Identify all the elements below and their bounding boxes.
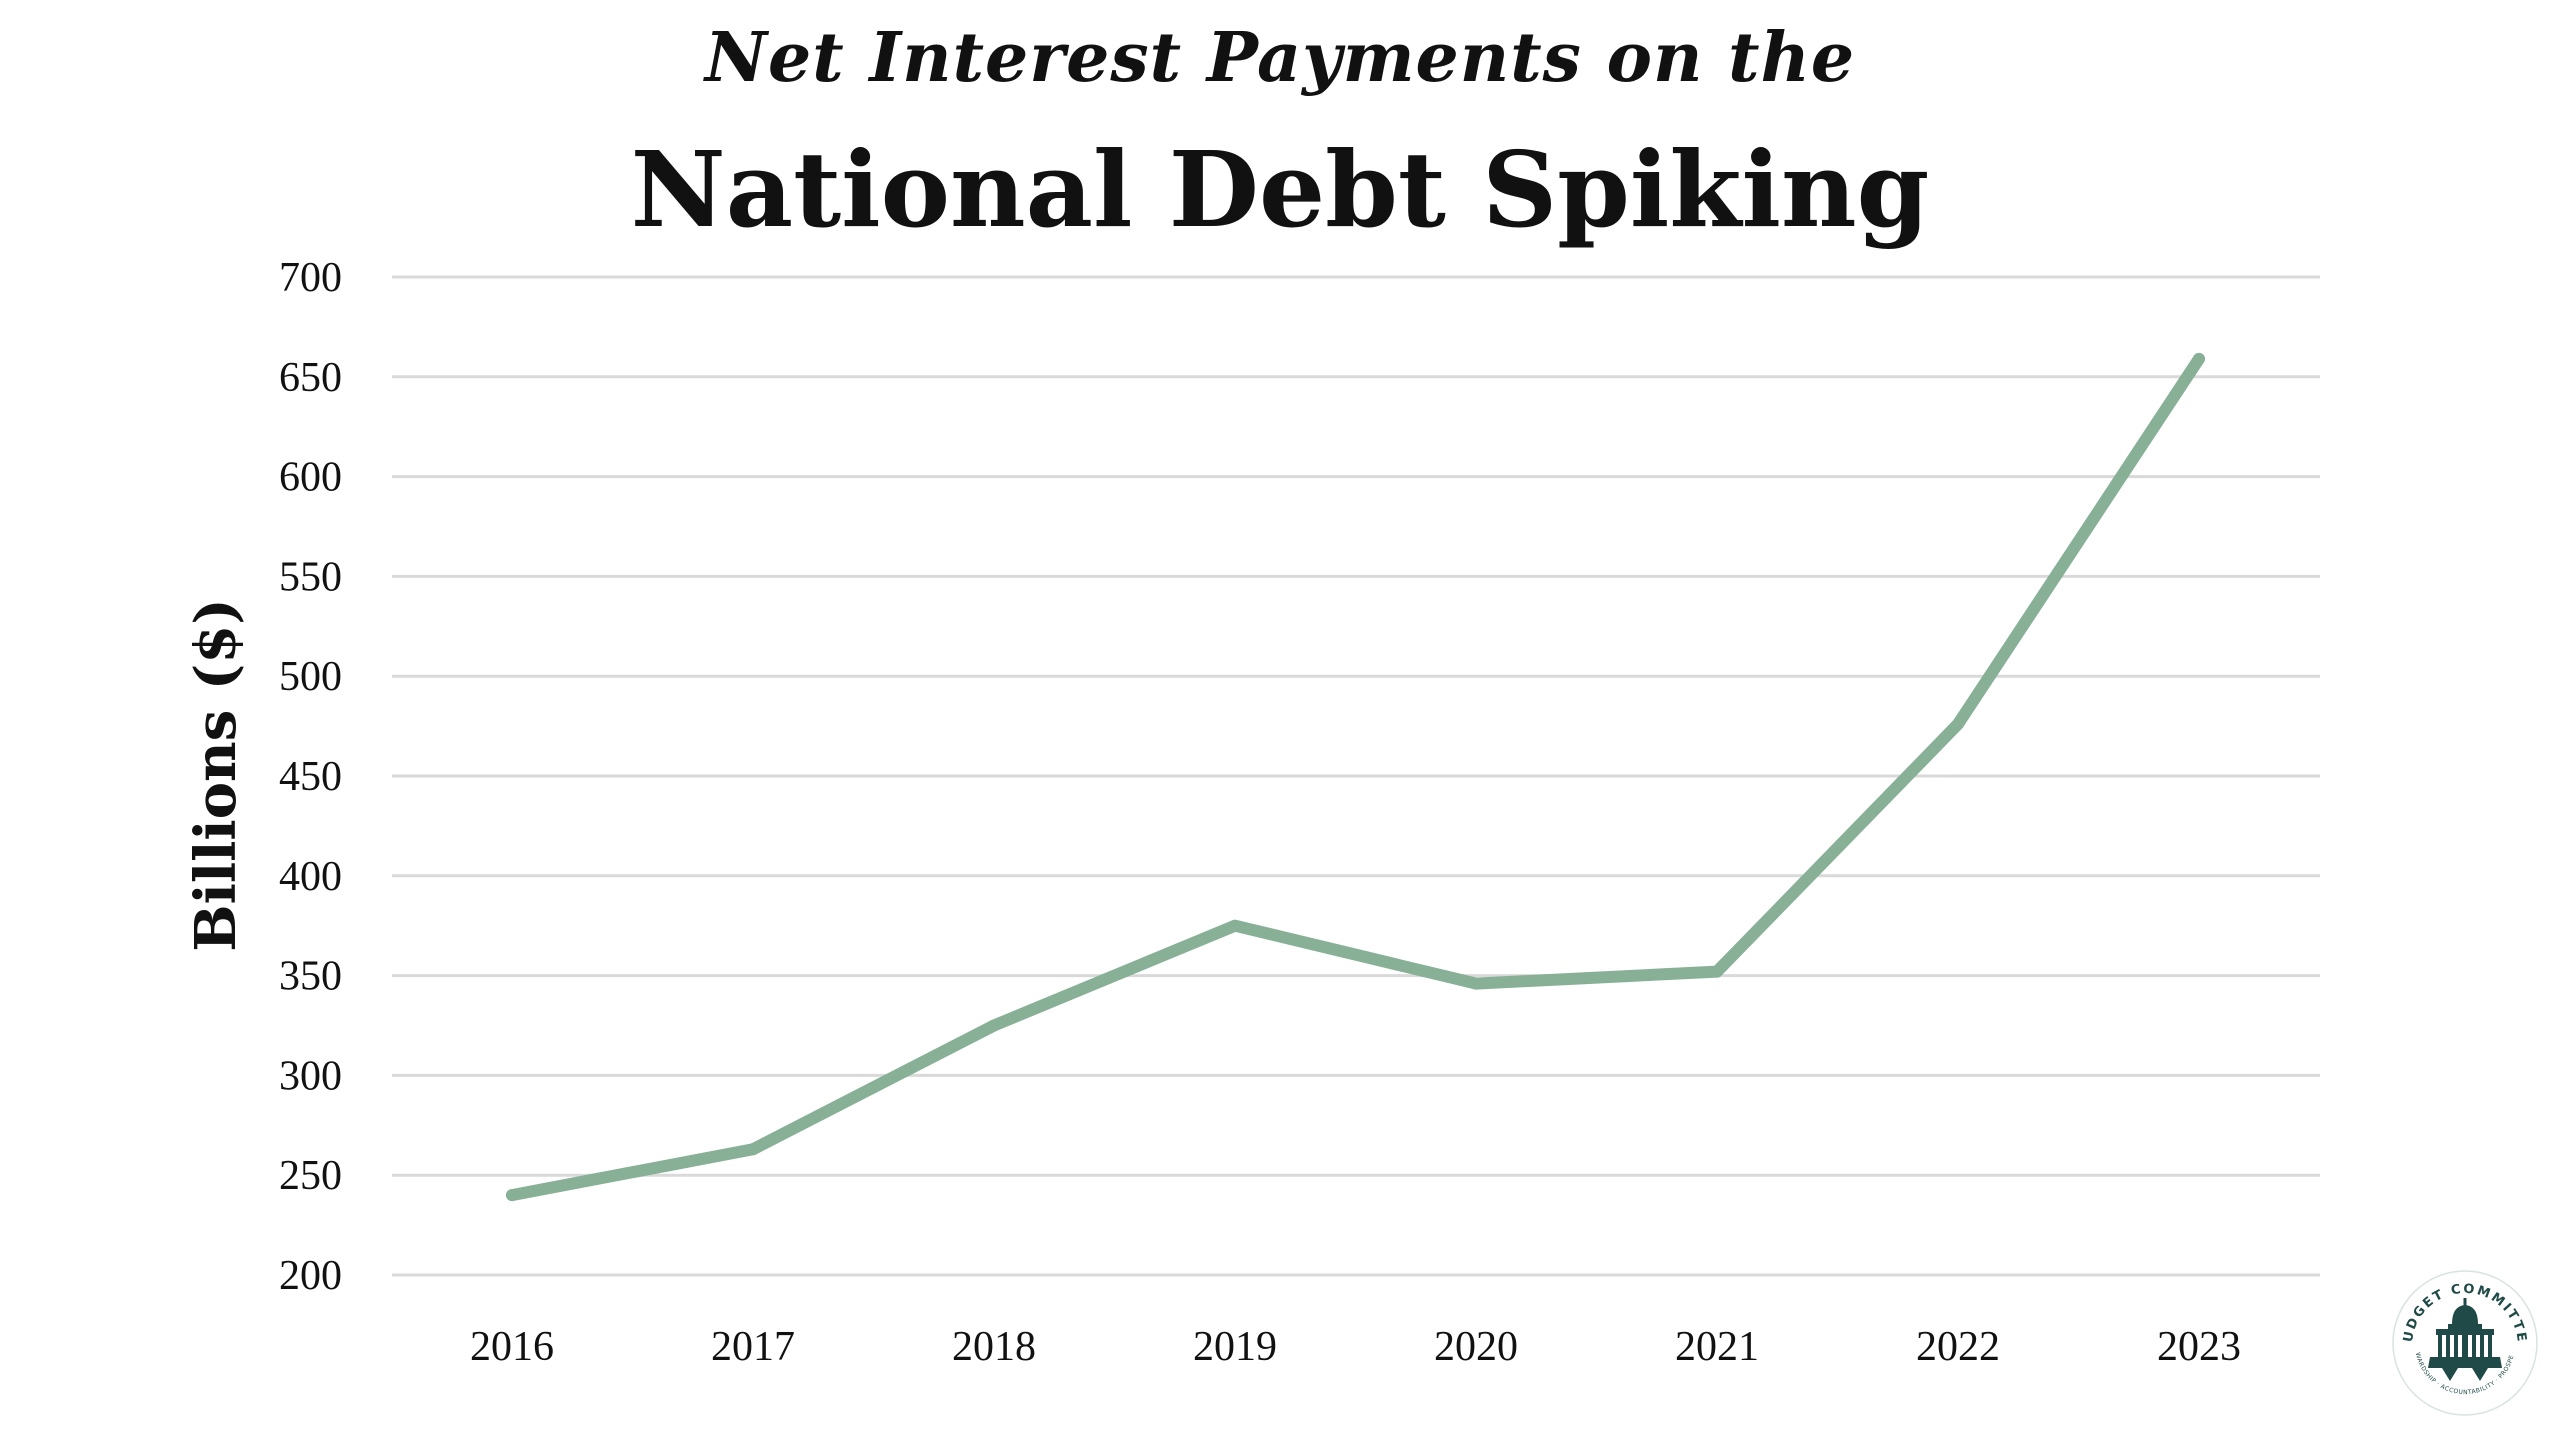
- x-tick-label: 2016: [470, 1324, 554, 1370]
- x-tick-label: 2019: [1193, 1324, 1277, 1370]
- x-tick-label: 2023: [2157, 1324, 2241, 1370]
- x-tick-label: 2017: [711, 1324, 795, 1370]
- y-tick-label: 250: [279, 1153, 342, 1199]
- y-axis-ticks: 200 250 300 350 400 450 500 550 600 650 700: [279, 255, 342, 1299]
- y-tick-label: 650: [279, 355, 342, 401]
- chart-title-line1: Net Interest Payments on the: [704, 18, 1856, 98]
- series-layer: [506, 352, 2205, 1202]
- x-tick-label: 2022: [1916, 1324, 2000, 1370]
- y-tick-label: 450: [279, 754, 342, 800]
- data-point: [1229, 919, 1241, 932]
- x-tick-label: 2018: [952, 1324, 1036, 1370]
- y-tick-label: 550: [279, 554, 342, 600]
- x-tick-label: 2021: [1675, 1324, 1759, 1370]
- x-axis-ticks: 2016 2017 2018 2019 2020 2021 2022 2023: [470, 1324, 2241, 1370]
- series-line: [506, 352, 2205, 1202]
- chart-title-line2: National Debt Spiking: [630, 128, 1930, 251]
- capitol-dome-icon: [2428, 1298, 2502, 1381]
- budget-committee-logo: BUDGET COMMITTEE STEWARDSHIP · ACCOUNTAB…: [2390, 1268, 2538, 1416]
- gridlines: [392, 275, 2320, 1277]
- y-tick-label: 700: [279, 255, 342, 301]
- data-point: [1711, 965, 1723, 978]
- y-axis-title: Billions ($): [183, 598, 249, 951]
- y-tick-label: 300: [279, 1053, 342, 1099]
- data-point: [747, 1143, 759, 1156]
- y-tick-label: 200: [279, 1253, 342, 1299]
- y-tick-label: 500: [279, 654, 342, 700]
- x-tick-label: 2020: [1434, 1324, 1518, 1370]
- y-tick-label: 400: [279, 854, 342, 900]
- data-point: [506, 1189, 518, 1202]
- y-tick-label: 600: [279, 455, 342, 501]
- data-point: [1470, 977, 1482, 990]
- y-tick-label: 350: [279, 954, 342, 1000]
- data-point: [988, 1019, 1000, 1032]
- data-point: [1952, 718, 1964, 731]
- data-point: [2193, 352, 2205, 365]
